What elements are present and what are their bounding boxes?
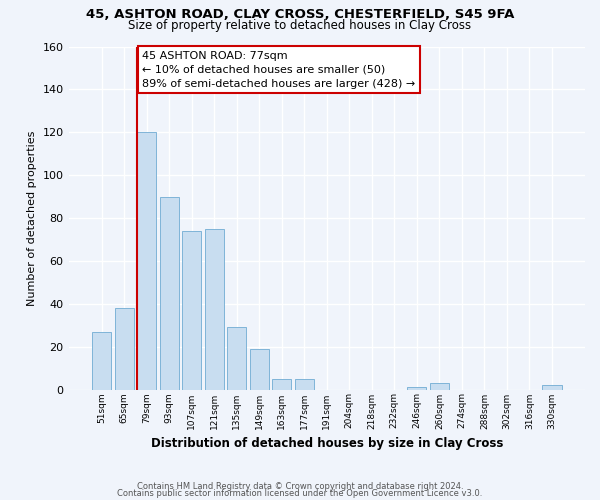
Text: Contains public sector information licensed under the Open Government Licence v3: Contains public sector information licen… bbox=[118, 488, 482, 498]
Bar bbox=[182, 231, 201, 390]
Text: Contains HM Land Registry data © Crown copyright and database right 2024.: Contains HM Land Registry data © Crown c… bbox=[137, 482, 463, 491]
Text: 45 ASHTON ROAD: 77sqm
← 10% of detached houses are smaller (50)
89% of semi-deta: 45 ASHTON ROAD: 77sqm ← 10% of detached … bbox=[142, 51, 415, 89]
Y-axis label: Number of detached properties: Number of detached properties bbox=[27, 130, 37, 306]
X-axis label: Distribution of detached houses by size in Clay Cross: Distribution of detached houses by size … bbox=[151, 437, 503, 450]
Bar bbox=[115, 308, 134, 390]
Bar bbox=[407, 388, 427, 390]
Text: Size of property relative to detached houses in Clay Cross: Size of property relative to detached ho… bbox=[128, 19, 472, 32]
Bar bbox=[92, 332, 111, 390]
Bar bbox=[295, 379, 314, 390]
Bar bbox=[137, 132, 156, 390]
Bar bbox=[272, 379, 292, 390]
Text: 45, ASHTON ROAD, CLAY CROSS, CHESTERFIELD, S45 9FA: 45, ASHTON ROAD, CLAY CROSS, CHESTERFIEL… bbox=[86, 8, 514, 20]
Bar bbox=[250, 349, 269, 390]
Bar bbox=[160, 196, 179, 390]
Bar bbox=[227, 328, 246, 390]
Bar bbox=[205, 228, 224, 390]
Bar bbox=[430, 383, 449, 390]
Bar bbox=[542, 385, 562, 390]
